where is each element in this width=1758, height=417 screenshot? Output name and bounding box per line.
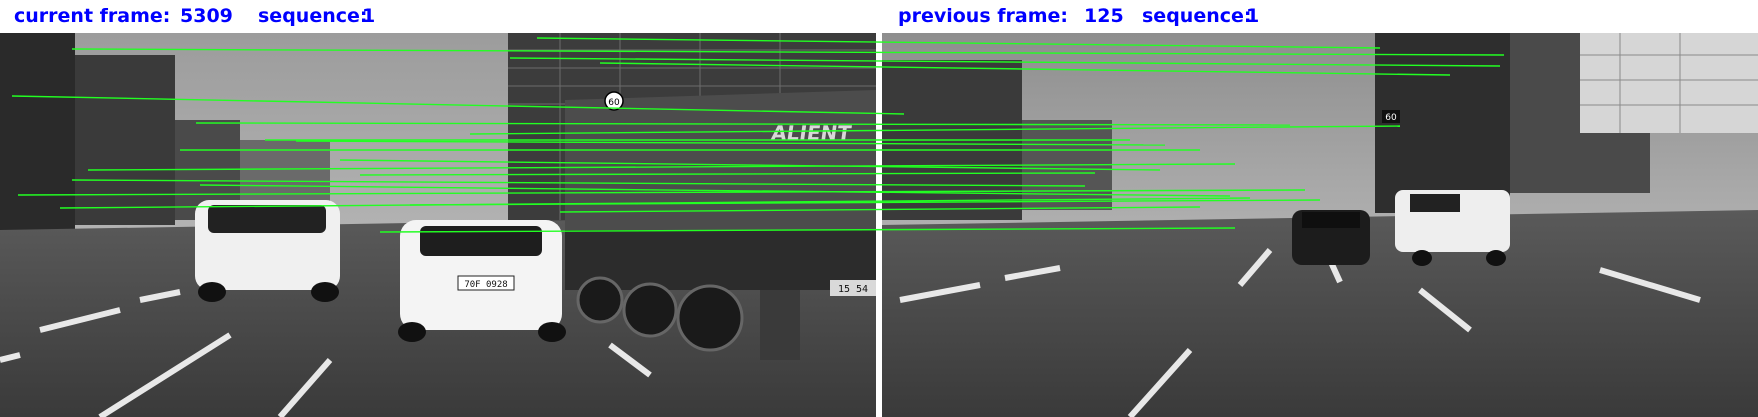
match-line xyxy=(11,95,905,115)
match-line xyxy=(295,140,1166,146)
match-line xyxy=(379,227,1236,233)
match-line xyxy=(87,163,1236,171)
white-suv xyxy=(195,200,340,302)
header-bar xyxy=(0,0,1758,33)
previous-frame-value: 125 xyxy=(1084,5,1124,27)
feature-match-lines xyxy=(11,37,1505,233)
building xyxy=(1580,33,1758,133)
current-frame-value: 5309 xyxy=(180,5,233,27)
white-sedan: 70F 0928 xyxy=(398,220,566,342)
speed-sign: 60 xyxy=(604,91,624,111)
truck-plate: 15 54 xyxy=(838,284,868,295)
match-line xyxy=(17,189,1306,196)
plate-text: 70F 0928 xyxy=(464,280,507,290)
match-line xyxy=(71,48,1505,56)
left-sequence-value: 1 xyxy=(362,5,375,27)
current-frame-image: 70F 0928 ALIENT 15 54 60 xyxy=(0,33,876,417)
match-line xyxy=(599,62,1451,76)
match-line xyxy=(199,184,1231,197)
match-line xyxy=(509,57,1501,67)
left-frame-header: current frame: 5309 sequence: 1 xyxy=(14,5,375,27)
image-divider xyxy=(876,33,882,417)
previous-frame-image: 60 xyxy=(882,33,1758,417)
building xyxy=(0,33,75,233)
match-line xyxy=(536,37,1381,49)
current-frame-label: current frame: xyxy=(14,5,170,27)
match-line xyxy=(559,206,1201,213)
match-line xyxy=(195,122,1291,126)
match-line xyxy=(469,125,1401,135)
left-sequence-label: sequence: xyxy=(258,5,367,27)
building xyxy=(75,55,175,225)
dark-car xyxy=(1292,210,1370,265)
match-line xyxy=(71,179,1086,187)
building xyxy=(240,140,330,210)
match-line xyxy=(409,199,1321,206)
speed-sign-value: 60 xyxy=(608,98,620,108)
white-pickup-truck xyxy=(1395,190,1510,266)
road xyxy=(882,210,1758,417)
match-line xyxy=(359,172,1096,176)
previous-frame-label: previous frame: xyxy=(898,5,1068,27)
right-sequence-label: sequence: xyxy=(1142,5,1251,27)
dump-truck: ALIENT 15 54 xyxy=(565,90,876,360)
right-frame-header: previous frame: 125 sequence: 1 xyxy=(898,5,1259,27)
speed-sign-value: 60 xyxy=(1385,113,1397,123)
match-line xyxy=(339,159,1161,171)
speed-sign: 60 xyxy=(1382,110,1400,123)
truck-text: ALIENT xyxy=(770,121,853,145)
right-sequence-value: 1 xyxy=(1246,5,1259,27)
